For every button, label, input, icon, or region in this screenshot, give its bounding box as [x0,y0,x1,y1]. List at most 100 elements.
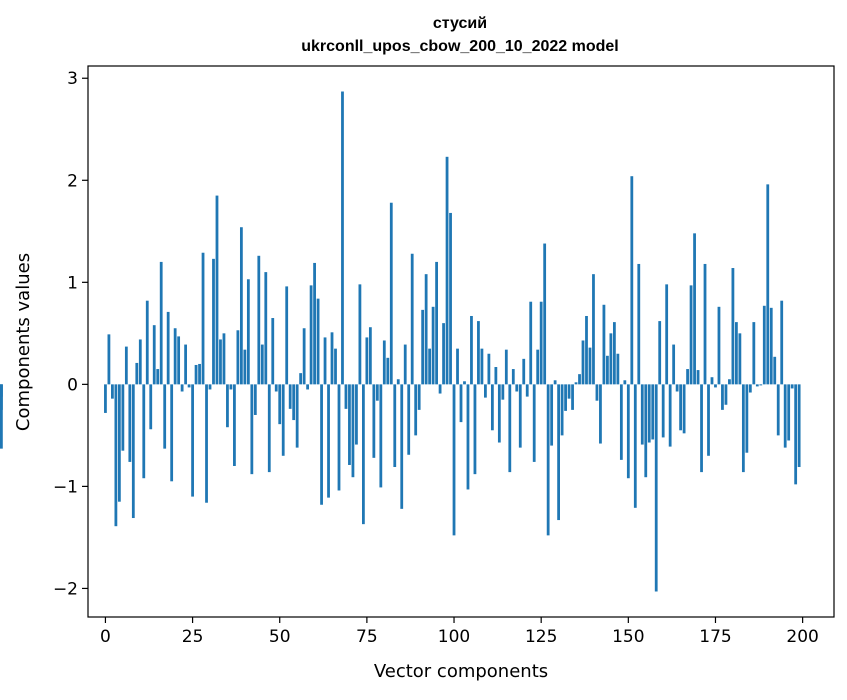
bar-21 [177,336,181,385]
x-tick-label: 200 [786,627,818,647]
bar-29 [205,384,208,503]
bar-174 [710,377,714,385]
bar-15 [156,369,160,385]
bar-28 [201,252,205,385]
bar-122 [529,301,533,385]
bar-65 [330,332,334,385]
bar-158 [654,384,658,592]
bar-103 [463,381,466,385]
bar-121 [525,384,529,397]
bar-171 [700,384,703,473]
bar-125 [539,301,543,385]
bar-41 [246,279,250,385]
bar-154 [640,384,644,445]
bar-36 [229,384,233,390]
bar-26 [194,364,198,385]
bar-124 [536,349,540,385]
bar-181 [735,322,738,385]
bar-58 [306,384,310,390]
bar-38 [236,330,240,385]
bar-72 [355,384,358,445]
bar-131 [560,384,564,436]
bar-16 [159,261,163,385]
bar-40 [243,349,247,385]
bar-163 [672,344,676,385]
bar-135 [574,382,578,385]
bar-68 [341,91,344,385]
bar-35 [226,384,229,428]
bar-55 [295,384,299,448]
x-tick-label: 175 [699,627,731,647]
bar-144 [606,355,609,385]
bar-148 [619,384,623,460]
bar-142 [599,384,602,444]
bar-67 [337,384,341,491]
bar-102 [459,384,463,423]
bar-172 [703,263,707,385]
bar-189 [762,305,766,385]
bar-108 [480,348,484,385]
y-tick-label: −2 [53,579,78,599]
bar-71 [351,384,355,478]
bar-7 [128,384,132,462]
bar-167 [686,369,689,385]
bar-194 [780,300,784,385]
plot-area-frame [87,65,835,618]
bar-120 [522,358,526,385]
bar-100 [452,384,456,536]
bar-118 [515,384,519,392]
bar-107 [477,321,480,385]
bar-92 [424,274,428,385]
bar-176 [717,306,721,385]
bar-49 [274,384,278,392]
bar-27 [198,363,201,385]
bar-47 [267,384,271,473]
bar-137 [581,340,585,385]
bar-54 [292,384,296,421]
bar-178 [724,384,728,405]
bar-188 [759,384,763,386]
bar-180 [731,268,735,385]
bar-187 [755,384,759,387]
bar-1 [107,334,111,385]
bar-159 [658,321,662,385]
bar-132 [564,384,567,411]
bar-3 [114,384,118,527]
bar-134 [571,384,574,410]
bars-group [0,91,801,592]
bar-106 [473,384,477,475]
bar-69 [344,384,348,409]
bar-61 [316,298,320,385]
bar-169 [693,233,696,385]
bar-25 [191,384,194,497]
bar-196 [787,384,791,441]
bar-37 [233,384,236,466]
bar-190 [766,184,770,385]
bar-10 [138,339,142,385]
bar-74 [362,384,365,525]
bar-81 [386,357,390,385]
bar-161 [665,284,669,385]
bar-179 [728,379,731,385]
bar-8 [131,384,135,519]
bar-94 [431,306,435,385]
bar-113 [497,384,501,443]
bar-60 [313,262,316,385]
bar-101 [456,348,459,385]
bar-23 [184,344,187,385]
bar-85 [400,384,404,509]
bar-130 [557,384,560,521]
bar-166 [682,384,686,434]
bar-2 [111,384,114,399]
bar-14 [152,325,156,385]
bar-146 [612,322,616,385]
bar-32 [215,195,219,385]
y-tick-label: 3 [67,69,78,89]
chart-title: стусий [433,15,487,32]
y-tick-label: 1 [67,273,78,293]
bar-82 [389,202,393,385]
bar-50 [278,384,282,425]
bar-93 [428,348,432,385]
bar-145 [609,333,613,385]
